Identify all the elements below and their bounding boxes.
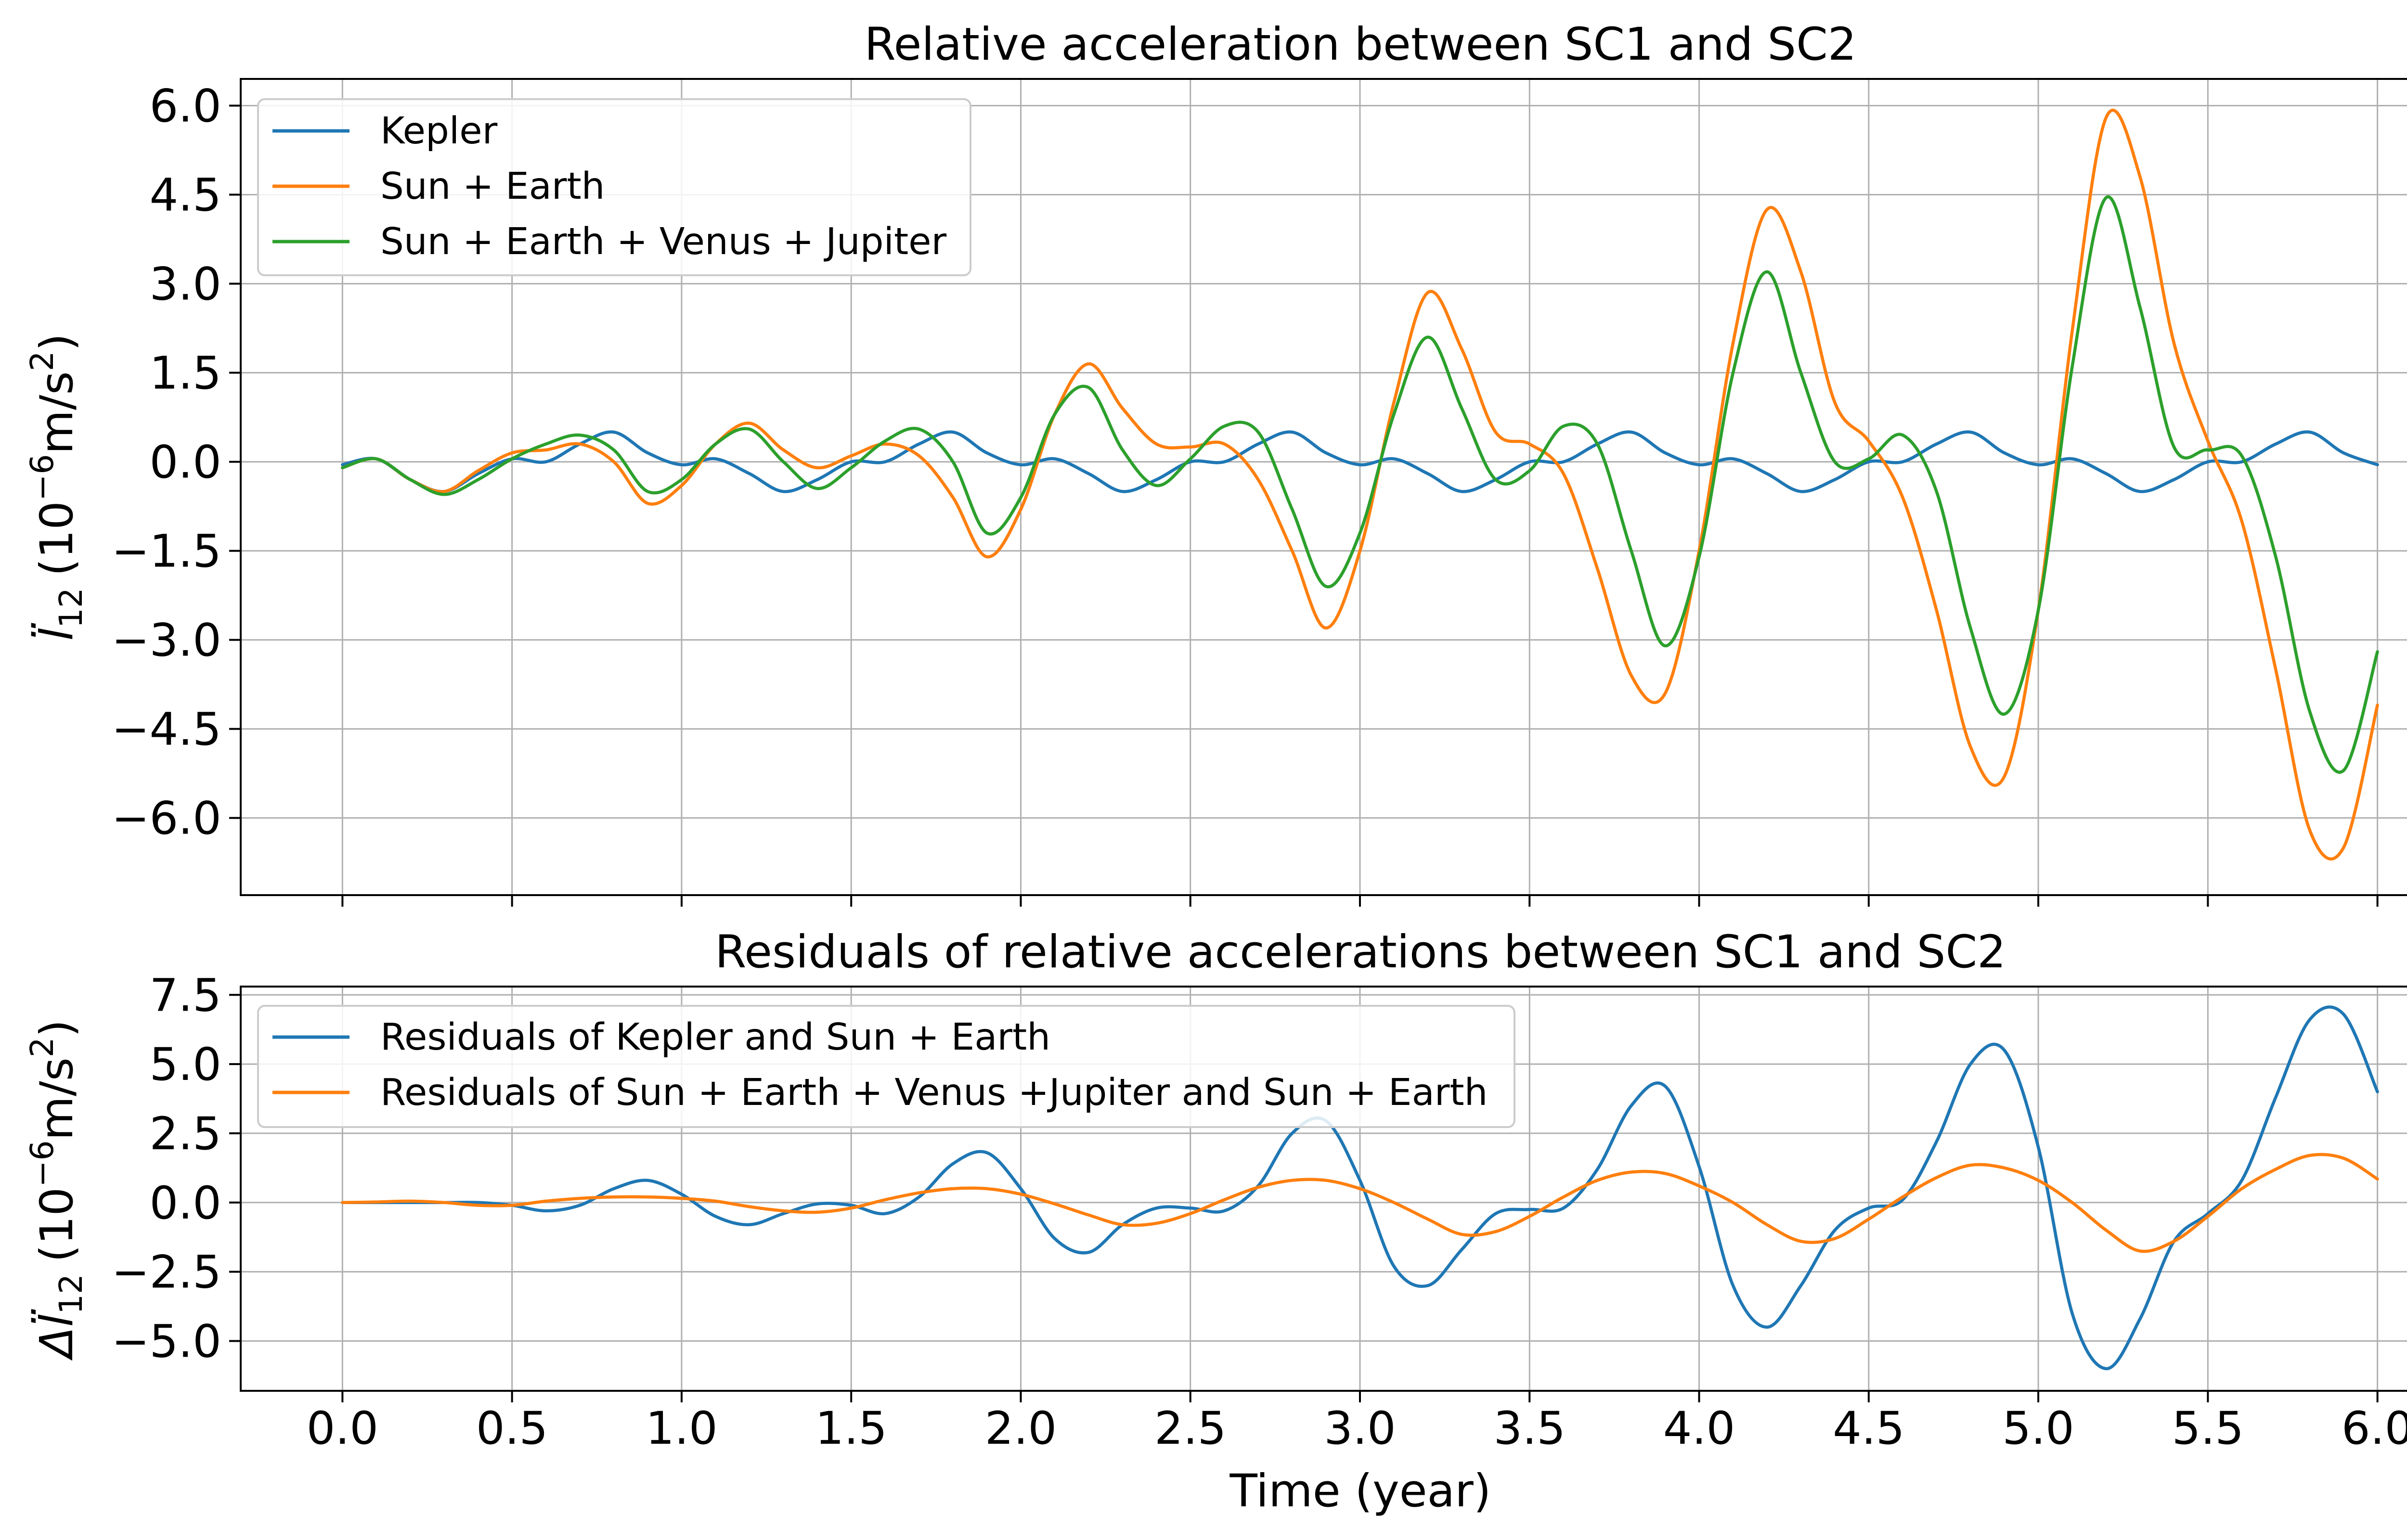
top-y-axis-unit-open: (10 xyxy=(31,501,83,576)
bottom-series-line-0 xyxy=(341,1005,2379,1371)
bottom-legend-label-kepler-residual: Residuals of Kepler and Sun + Earth xyxy=(380,1016,1050,1059)
bottom-y-tick-label: 7.5 xyxy=(150,969,222,1022)
bottom-x-axis-label: Time (year) xyxy=(1229,1465,1491,1517)
bottom-y-axis-sub: 12 xyxy=(52,1274,90,1314)
bottom-series xyxy=(341,1005,2379,1371)
top-y-ticks: 6.0 4.5 3.0 1.5 0.0 −1.5 −3.0 −4.5 −6.0 xyxy=(112,80,241,845)
top-series-line-0 xyxy=(341,430,2379,493)
bottom-y-axis-unit-close: ) xyxy=(31,1020,83,1038)
bottom-y-axis-label: Δl̈12 (10−6m/s2) xyxy=(24,1020,90,1361)
bottom-x-tick-label: 0.5 xyxy=(476,1402,548,1455)
bottom-y-ticks: 7.5 5.0 2.5 0.0 −2.5 −5.0 xyxy=(112,969,241,1368)
bottom-y-axis-unit-pow: 2 xyxy=(24,1037,61,1057)
top-y-axis-unit-exp: −6 xyxy=(24,454,61,501)
bottom-x-tick-label: 3.0 xyxy=(1324,1402,1396,1455)
top-legend: Kepler Sun + Earth Sun + Earth + Venus +… xyxy=(257,98,971,276)
top-grid xyxy=(241,79,2407,895)
bottom-x-tick-label: 0.0 xyxy=(307,1402,379,1455)
top-series-line-1 xyxy=(341,108,2379,861)
top-y-axis-sub: 12 xyxy=(52,588,90,628)
top-chart-title: Relative acceleration between SC1 and SC… xyxy=(864,18,1856,71)
bottom-x-tick-label: 1.0 xyxy=(646,1402,718,1455)
bottom-y-tick-label: −2.5 xyxy=(112,1246,221,1299)
top-y-axis-unit-pow: 2 xyxy=(24,351,61,371)
bottom-legend: Residuals of Kepler and Sun + Earth Resi… xyxy=(257,1005,1515,1128)
bottom-chart: Residuals of relative accelerations betw… xyxy=(24,926,2407,1517)
top-y-tick-label: 1.5 xyxy=(150,347,222,400)
bottom-x-tick-label: 2.5 xyxy=(1154,1402,1227,1455)
top-plot-frame xyxy=(240,78,2407,896)
bottom-y-tick-label: 0.0 xyxy=(150,1177,222,1230)
top-y-tick-label: 3.0 xyxy=(150,258,222,311)
bottom-x-tick-label: 6.0 xyxy=(2342,1402,2407,1455)
bottom-chart-title: Residuals of relative accelerations betw… xyxy=(715,926,2006,978)
top-y-axis-unit-close: ) xyxy=(31,334,83,351)
top-y-tick-label: −6.0 xyxy=(112,793,221,845)
top-series-line-2 xyxy=(341,195,2379,774)
top-y-tick-label: 0.0 xyxy=(150,436,222,489)
top-y-axis-label: l̈12(10−6m/s2) xyxy=(24,334,90,641)
bottom-plot-frame xyxy=(240,986,2407,1392)
bottom-x-tick-label: 2.0 xyxy=(985,1402,1057,1455)
top-y-axis-unit-mid: m/s xyxy=(31,371,83,454)
bottom-series-line-1 xyxy=(341,1153,2379,1253)
bottom-x-tick-label: 4.0 xyxy=(1663,1402,1735,1455)
top-chart: Relative acceleration between SC1 and SC… xyxy=(24,18,2407,907)
bottom-x-tick-label: 4.5 xyxy=(1833,1402,1905,1455)
bottom-y-tick-label: −5.0 xyxy=(112,1315,221,1368)
bottom-x-tick-label: 5.0 xyxy=(2002,1402,2074,1455)
top-y-tick-label: −1.5 xyxy=(112,526,221,578)
top-legend-label-sun-earth-venus-jupiter: Sun + Earth + Venus + Jupiter xyxy=(380,220,947,263)
bottom-y-tick-label: 2.5 xyxy=(150,1108,222,1160)
top-y-tick-label: −4.5 xyxy=(112,704,221,756)
bottom-x-ticks: 0.0 0.5 1.0 1.5 2.0 2.5 3.0 3.5 4.0 4.5 5.0 5.5 6.0 xyxy=(307,1391,2407,1455)
bottom-y-axis-unit-exp: −6 xyxy=(24,1140,61,1187)
top-legend-box xyxy=(257,98,971,276)
bottom-x-tick-label: 1.5 xyxy=(815,1402,887,1455)
bottom-y-axis-symbol: Δl̈ xyxy=(30,1309,83,1360)
bottom-y-axis-unit-open: (10 xyxy=(31,1187,83,1262)
top-x-ticks xyxy=(341,895,2379,907)
bottom-legend-label-planets-residual: Residuals of Sun + Earth + Venus +Jupite… xyxy=(380,1071,1488,1114)
top-legend-label-kepler: Kepler xyxy=(380,110,498,153)
top-y-tick-label: 4.5 xyxy=(150,169,222,222)
top-y-tick-label: −3.0 xyxy=(112,615,221,667)
bottom-x-tick-label: 5.5 xyxy=(2172,1402,2244,1455)
bottom-x-tick-label: 3.5 xyxy=(1494,1402,1566,1455)
top-series xyxy=(341,108,2379,861)
top-legend-label-sun-earth: Sun + Earth xyxy=(380,165,605,208)
bottom-legend-box xyxy=(257,1005,1515,1128)
top-y-tick-label: 6.0 xyxy=(150,80,222,133)
bottom-y-axis-unit-mid: m/s xyxy=(31,1057,83,1140)
bottom-y-tick-label: 5.0 xyxy=(150,1039,222,1091)
